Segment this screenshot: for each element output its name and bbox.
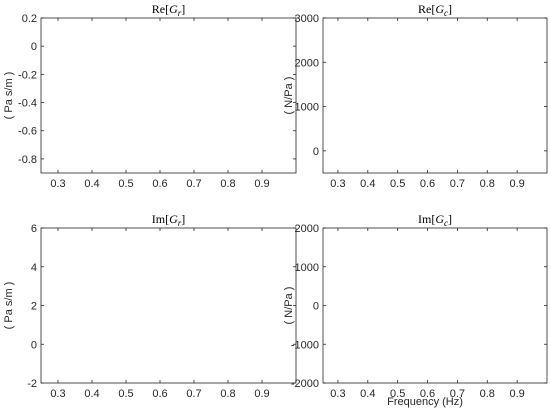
x-tick-label: 0.4	[360, 178, 375, 190]
y-axis-label: ( Pa s/m )	[3, 282, 15, 330]
y-tick-label: -2	[27, 378, 37, 390]
panel-title: Im[Gr]	[152, 212, 186, 228]
x-tick-label: 0.8	[480, 388, 495, 400]
y-tick-label: 4	[31, 262, 37, 274]
x-tick-label: 0.6	[420, 178, 435, 190]
y-tick-label: 0	[31, 339, 37, 351]
x-tick-label: 0.6	[420, 388, 435, 400]
y-axis-label: ( Pa s/m )	[3, 72, 15, 120]
panel-title: Re[Gc]	[418, 2, 452, 18]
panel-im-gc: 0.3 0.4 0.5 0.6 0.7 0.8 0.9 -2000 -1000 0 1000 2000…	[283, 212, 548, 400]
x-tick-label: 0.5	[118, 388, 133, 400]
x-tick-label: 0.9	[509, 388, 524, 400]
x-tick-label: 0.8	[220, 388, 235, 400]
axes-box	[40, 17, 297, 174]
y-tick-label: 0	[31, 41, 37, 53]
x-tick-label: 0.4	[84, 178, 99, 190]
panel-re-gc: 0.3 0.4 0.5 0.6 0.7 0.8 0.9 0 1000 2000 3000 ( N/Pa…	[283, 2, 548, 190]
y-tick-label: 0	[313, 146, 319, 158]
y-tick-label: -2000	[291, 378, 319, 390]
y-tick-label: 2	[31, 301, 37, 313]
x-tick-label: 0.7	[450, 388, 465, 400]
x-tick-label: 0.6	[152, 388, 167, 400]
panel-title: Im[Gc]	[418, 212, 452, 228]
y-tick-label: -0.4	[18, 98, 37, 110]
x-tick-label: 0.5	[390, 388, 405, 400]
x-tick-label: 0.5	[390, 178, 405, 190]
x-tick-label: 0.7	[186, 178, 201, 190]
x-tick-label: 0.5	[118, 178, 133, 190]
y-tick-label: -0.6	[18, 126, 37, 138]
y-tick-label: 0.2	[22, 13, 37, 25]
y-tick-label: 2000	[295, 223, 319, 235]
y-tick-label: 0	[313, 301, 319, 313]
x-tick-label: 0.3	[50, 178, 65, 190]
x-tick-label: 0.9	[509, 178, 524, 190]
x-tick-label: 0.4	[360, 388, 375, 400]
y-tick-label: -0.2	[18, 69, 37, 81]
x-tick-label: 0.3	[330, 388, 345, 400]
x-tick-label: 0.7	[186, 388, 201, 400]
y-tick-label: -0.8	[18, 154, 37, 166]
panel-re-gr: 0.3 0.4 0.5 0.6 0.7 0.8 0.9 -0.8 -0.6 -0.4 -0.2 0 0.…	[3, 2, 297, 190]
x-tick-label: 0.9	[254, 388, 269, 400]
x-tick-label: 0.3	[50, 388, 65, 400]
x-tick-label: 0.8	[220, 178, 235, 190]
axes-box	[322, 17, 548, 174]
x-tick-label: 0.4	[84, 388, 99, 400]
y-axis-label: ( N/Pa )	[283, 287, 295, 325]
y-tick-label: 6	[31, 223, 37, 235]
y-axis-label: ( N/Pa )	[283, 77, 295, 115]
panel-im-gr: 0.3 0.4 0.5 0.6 0.7 0.8 0.9 -2 0 2 4 6 ( Pa s/m ) Im[…	[3, 212, 297, 400]
x-tick-label: 0.9	[254, 178, 269, 190]
x-tick-label: 0.8	[480, 178, 495, 190]
axes-box	[40, 227, 297, 384]
panel-title: Re[Gr]	[152, 2, 186, 18]
x-tick-label: 0.6	[152, 178, 167, 190]
y-tick-label: 2000	[295, 57, 319, 69]
axes-box	[322, 227, 548, 384]
y-tick-label: 1000	[295, 102, 319, 114]
y-tick-label: -1000	[291, 339, 319, 351]
x-tick-label: 0.7	[450, 178, 465, 190]
x-tick-label: 0.3	[330, 178, 345, 190]
x-axis-label-right: Frequency (Hz)	[387, 396, 463, 408]
y-tick-label: 3000	[295, 13, 319, 25]
y-tick-label: 1000	[295, 262, 319, 274]
